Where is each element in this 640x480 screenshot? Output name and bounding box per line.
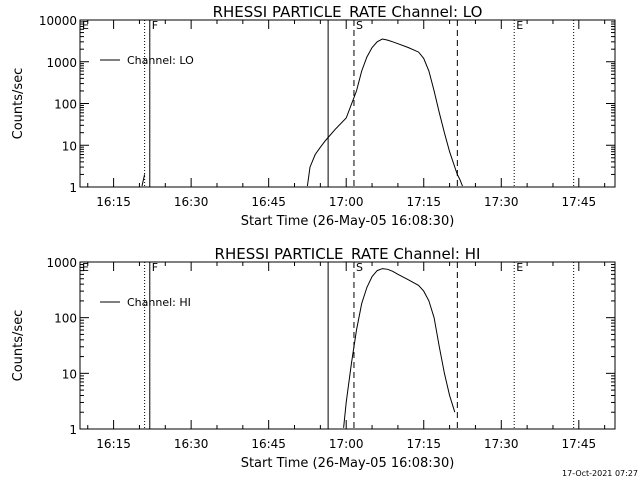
- series-line: [141, 174, 146, 187]
- x-tick-label: 16:30: [174, 437, 209, 451]
- series-line: [343, 268, 456, 428]
- marker-label: E: [516, 261, 523, 274]
- marker-label: E: [82, 261, 89, 274]
- x-tick-label: 17:00: [329, 195, 364, 209]
- chart-title: RHESSI PARTICLE_RATE Channel: HI: [215, 245, 481, 264]
- x-tick-label: 17:15: [406, 195, 441, 209]
- x-tick-label: 17:30: [484, 437, 519, 451]
- y-tick-label: 100: [54, 98, 77, 112]
- marker-label: E: [516, 19, 523, 32]
- marker-label: E: [82, 19, 89, 32]
- y-axis-label: Counts/sec: [11, 68, 26, 140]
- legend-label: Channel: HI: [127, 296, 191, 309]
- y-tick-label: 100: [54, 312, 77, 326]
- x-tick-label: 17:45: [562, 195, 597, 209]
- x-tick-label: 17:00: [329, 437, 364, 451]
- x-tick-label: 16:15: [96, 437, 131, 451]
- series-line: [306, 38, 463, 187]
- plot-frame: [79, 261, 616, 430]
- x-tick-label: 17:45: [562, 437, 597, 451]
- y-tick-label: 10: [62, 367, 77, 381]
- x-tick-label: 17:30: [484, 195, 519, 209]
- chart-title: RHESSI PARTICLE_RATE Channel: LO: [213, 3, 483, 22]
- render-timestamp: 17-Oct-2021 07:27: [562, 469, 638, 478]
- x-tick-label: 16:30: [174, 195, 209, 209]
- marker-label: S: [356, 19, 363, 32]
- legend-label: Channel: LO: [127, 54, 194, 67]
- marker-label: F: [152, 261, 158, 274]
- plot-frame: [79, 19, 616, 188]
- x-tick-label: 17:15: [406, 437, 441, 451]
- chart-panel-1: RHESSI PARTICLE_RATE Channel: LO 1 10 100 10…: [11, 3, 616, 229]
- y-tick-label: 1000: [46, 56, 77, 70]
- y-axis-label: Counts/sec: [11, 310, 26, 382]
- y-tick-label: 10: [62, 139, 77, 153]
- x-axis-label: Start Time (26-May-05 16:08:30): [241, 214, 455, 229]
- x-axis-label: Start Time (26-May-05 16:08:30): [241, 456, 455, 471]
- y-tick-label: 10000: [39, 14, 77, 28]
- x-tick-label: 16:45: [251, 437, 286, 451]
- chart-panel-2: RHESSI PARTICLE_RATE Channel: HI 1 10 100 10…: [11, 245, 616, 471]
- y-tick-label: 1: [69, 423, 77, 437]
- y-tick-label: 1: [69, 181, 77, 195]
- y-tick-label: 1000: [46, 256, 77, 270]
- x-tick-label: 16:45: [251, 195, 286, 209]
- marker-label: F: [152, 19, 158, 32]
- marker-label: S: [356, 261, 363, 274]
- x-tick-label: 16:15: [96, 195, 131, 209]
